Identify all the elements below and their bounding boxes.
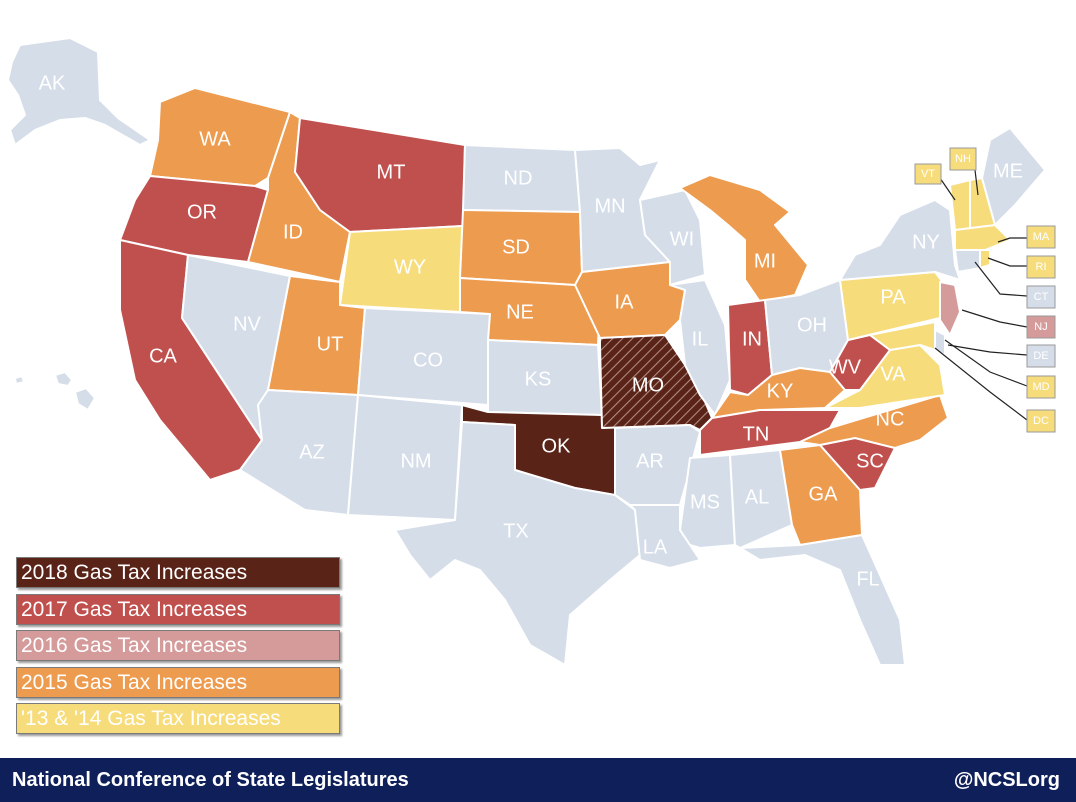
- label-sd: SD: [502, 236, 530, 258]
- label-la: LA: [643, 536, 668, 558]
- state-al[interactable]: [729, 449, 793, 549]
- legend-item-2017: 2017 Gas Tax Increases: [16, 593, 340, 625]
- state-hi[interactable]: [14, 371, 96, 411]
- callout-ma[interactable]: MA: [1026, 225, 1056, 249]
- state-il[interactable]: [669, 279, 731, 416]
- state-ri[interactable]: [979, 249, 991, 269]
- label-ks: KS: [525, 368, 552, 390]
- us-map: AK HI WA OR CA ID NV MT WY UT AZ CO NM N…: [7, 37, 1056, 666]
- label-ak: AK: [39, 72, 66, 94]
- callout-ri[interactable]: RI: [1026, 255, 1056, 279]
- label-mo: MO: [632, 374, 664, 396]
- label-ar: AR: [636, 450, 664, 472]
- label-ok: OK: [542, 435, 572, 457]
- callout-md[interactable]: MD: [1026, 375, 1056, 399]
- state-labels: AK HI WA OR CA ID NV MT WY UT AZ CO NM N…: [39, 72, 1023, 590]
- label-sc: SC: [856, 450, 884, 472]
- state-wi[interactable]: [639, 189, 706, 286]
- label-ne: NE: [506, 301, 534, 323]
- label-ny: NY: [912, 231, 940, 253]
- callout-de-label: DE: [1033, 350, 1048, 362]
- legend-item-2013-14: '13 & '14 Gas Tax Increases: [16, 703, 340, 734]
- label-va: VA: [880, 363, 906, 385]
- label-or: OR: [187, 201, 217, 223]
- label-id: ID: [283, 221, 303, 243]
- label-wa: WA: [199, 128, 231, 150]
- state-ct[interactable]: [954, 249, 981, 273]
- label-il: IL: [692, 328, 709, 350]
- footer-org-name: National Conference of State Legislature…: [12, 769, 409, 791]
- callout-dc[interactable]: DC: [1026, 409, 1056, 433]
- label-in: IN: [742, 328, 762, 350]
- state-me[interactable]: [981, 127, 1046, 226]
- legend-item-2018: 2018 Gas Tax Increases: [16, 557, 340, 588]
- label-hi: HI: [71, 374, 85, 390]
- label-co: CO: [413, 349, 443, 371]
- label-mt: MT: [377, 161, 406, 183]
- label-wy: WY: [394, 256, 426, 278]
- label-nv: NV: [233, 313, 261, 335]
- state-nc[interactable]: [799, 394, 949, 449]
- state-md[interactable]: [869, 321, 936, 351]
- label-ms: MS: [690, 491, 720, 513]
- label-ut: UT: [317, 333, 344, 355]
- callout-md-label: MD: [1032, 381, 1049, 393]
- label-pa: PA: [880, 286, 906, 308]
- legend-item-2016: 2016 Gas Tax Increases: [16, 630, 340, 661]
- label-al: AL: [745, 486, 769, 508]
- callout-dc-label: DC: [1033, 415, 1049, 427]
- label-nm: NM: [400, 450, 431, 472]
- label-nd: ND: [504, 167, 533, 189]
- state-ny[interactable]: [839, 199, 961, 281]
- label-nc: NC: [876, 408, 905, 430]
- label-wv: WV: [829, 356, 862, 378]
- callout-nj[interactable]: NJ: [1026, 315, 1056, 339]
- callout-ct[interactable]: CT: [1026, 285, 1056, 309]
- callout-nh[interactable]: NH: [949, 147, 977, 171]
- label-mn: MN: [594, 195, 625, 217]
- label-mi: MI: [754, 250, 776, 272]
- label-ga: GA: [809, 483, 839, 505]
- callout-de[interactable]: DE: [1026, 344, 1056, 368]
- label-fl: FL: [856, 568, 879, 590]
- callout-nj-label: NJ: [1034, 321, 1047, 333]
- label-wi: WI: [670, 228, 694, 250]
- state-or[interactable]: [119, 175, 269, 263]
- footer-twitter-handle[interactable]: @NCSLorg: [953, 769, 1060, 791]
- label-az: AZ: [299, 441, 325, 463]
- callout-ct-label: CT: [1034, 291, 1049, 303]
- label-tx: TX: [503, 520, 529, 542]
- legend: 2018 Gas Tax Increases 2017 Gas Tax Incr…: [16, 557, 340, 740]
- legend-item-2015: 2015 Gas Tax Increases: [16, 666, 340, 698]
- state-ma[interactable]: [954, 224, 1011, 251]
- label-ia: IA: [615, 291, 635, 313]
- state-wa[interactable]: [149, 87, 291, 187]
- callout-ma-label: MA: [1033, 231, 1050, 243]
- state-tn[interactable]: [699, 409, 841, 456]
- callout-nh-label: NH: [955, 153, 971, 165]
- state-vt[interactable]: [949, 179, 971, 231]
- callout-ri-label: RI: [1036, 261, 1047, 273]
- label-me: ME: [993, 160, 1023, 182]
- callout-vt[interactable]: VT: [914, 163, 942, 185]
- footer-bar: National Conference of State Legislature…: [0, 758, 1076, 802]
- state-ak[interactable]: [7, 37, 151, 146]
- state-la[interactable]: [629, 504, 701, 569]
- callout-vt-label: VT: [921, 168, 935, 180]
- state-tx[interactable]: [394, 421, 641, 666]
- label-tn: TN: [743, 423, 770, 445]
- state-nj[interactable]: [939, 281, 961, 336]
- label-oh: OH: [797, 314, 827, 336]
- label-ky: KY: [767, 380, 794, 402]
- label-ca: CA: [149, 345, 177, 367]
- state-fl[interactable]: [739, 534, 906, 666]
